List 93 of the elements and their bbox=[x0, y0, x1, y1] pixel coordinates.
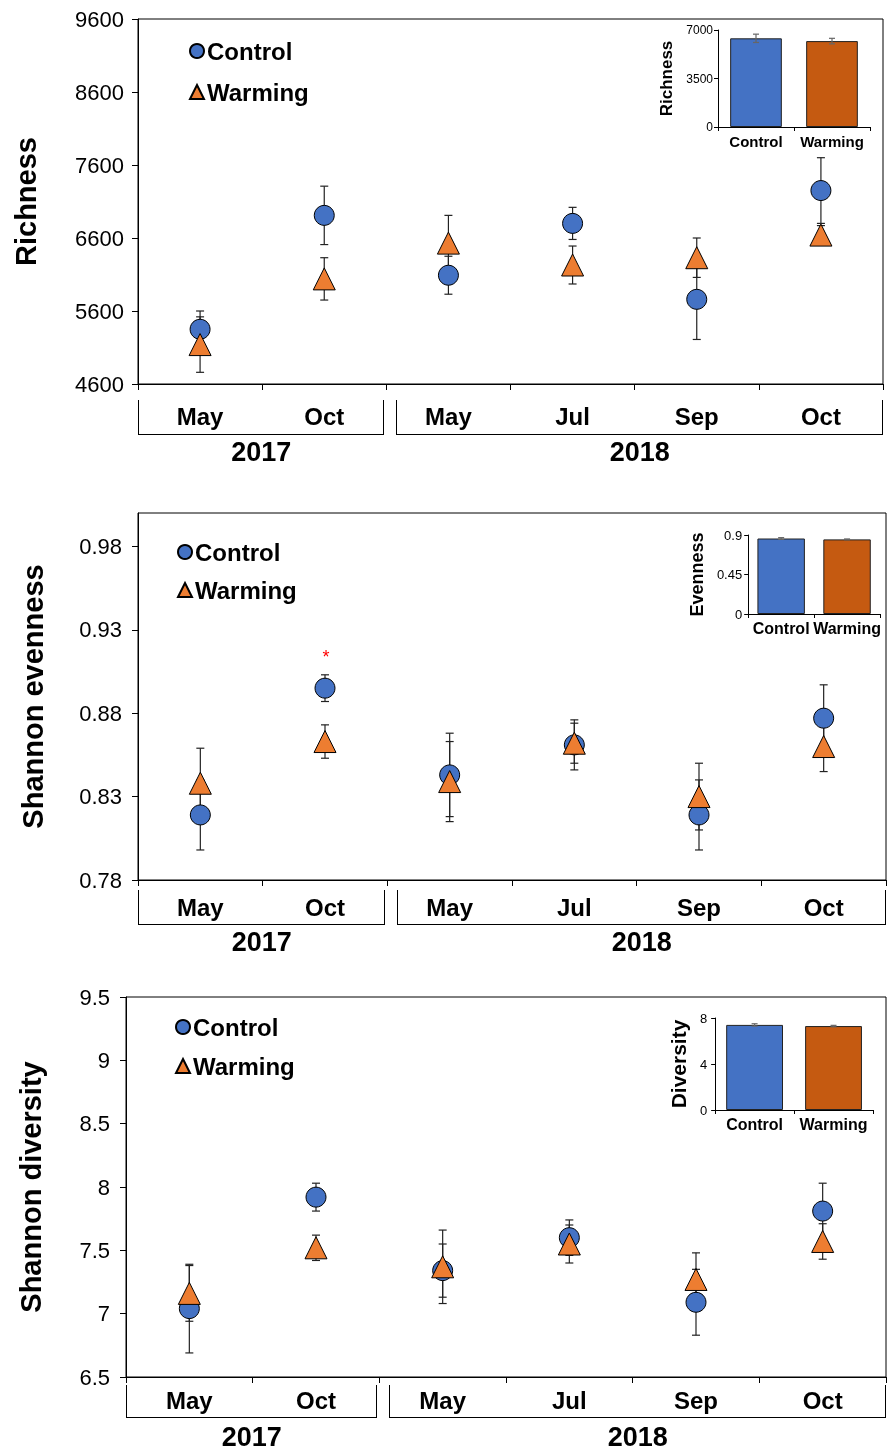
point bbox=[685, 1291, 707, 1313]
point bbox=[813, 707, 835, 729]
legend-label: Control bbox=[195, 538, 281, 566]
y-tick-label: 7600 bbox=[75, 152, 124, 178]
point bbox=[685, 246, 709, 270]
point bbox=[304, 1236, 328, 1260]
x-tick-label: May bbox=[425, 402, 473, 430]
text: 2018 bbox=[607, 1422, 668, 1452]
legend-label: Warming bbox=[207, 78, 309, 106]
y-axis-title: Diversity bbox=[667, 1019, 690, 1109]
y-tick-label: 3500 bbox=[686, 71, 714, 86]
point bbox=[684, 1267, 708, 1291]
point bbox=[313, 730, 337, 754]
point bbox=[431, 1255, 455, 1279]
legend-label: Warming bbox=[193, 1052, 295, 1080]
y-tick-label: 6.5 bbox=[79, 1364, 110, 1390]
y-tick-label: 8600 bbox=[75, 79, 124, 105]
text: 2017 bbox=[231, 927, 292, 957]
y-tick-label: 0.83 bbox=[79, 784, 122, 810]
x-tick-label: May bbox=[426, 893, 474, 921]
point bbox=[438, 770, 462, 794]
x-tick-label: Sep bbox=[676, 893, 722, 921]
x-tick-label: Jul bbox=[555, 402, 590, 430]
y-axis-title: Shannon diversity bbox=[14, 1061, 47, 1313]
point bbox=[557, 1232, 581, 1256]
point bbox=[188, 771, 212, 795]
x-tick-label: Oct bbox=[800, 402, 841, 430]
y-tick-label: 0.78 bbox=[79, 867, 122, 893]
y-tick-label: 7 bbox=[97, 1301, 110, 1327]
point bbox=[314, 677, 336, 699]
y-axis-title: Shannon evenness bbox=[16, 564, 49, 829]
x-tick-label: Oct bbox=[803, 893, 844, 921]
point bbox=[810, 180, 832, 202]
point bbox=[437, 264, 459, 286]
x-tick-label: Oct bbox=[304, 893, 346, 921]
text: 2017 bbox=[221, 1422, 282, 1452]
point bbox=[305, 1186, 327, 1208]
x-tick-label: Oct bbox=[304, 402, 345, 430]
point bbox=[436, 231, 460, 255]
point bbox=[812, 1200, 834, 1222]
point bbox=[313, 204, 335, 226]
y-tick-label: 0.9 bbox=[724, 527, 743, 543]
y-tick-label: 0 bbox=[699, 1102, 708, 1118]
x-tick-label: May bbox=[165, 1386, 214, 1414]
x-tick-label: May bbox=[176, 402, 225, 430]
y-tick-label: 6600 bbox=[75, 225, 124, 251]
text: 2018 bbox=[611, 927, 672, 957]
y-axis-title: Richness bbox=[657, 40, 676, 117]
y-tick-label: 0.45 bbox=[716, 567, 743, 582]
y-tick-label: 9 bbox=[97, 1047, 110, 1073]
point bbox=[811, 1229, 835, 1253]
y-tick-label: 0 bbox=[706, 120, 714, 134]
legend-label: Control bbox=[207, 37, 293, 65]
point bbox=[812, 735, 836, 759]
point bbox=[809, 223, 833, 247]
y-tick-label: 5600 bbox=[75, 298, 124, 324]
x-tick-label: Sep bbox=[673, 1386, 719, 1414]
x-tick-label: Oct bbox=[295, 1386, 337, 1414]
point bbox=[177, 1281, 201, 1305]
x-tick-label: Sep bbox=[674, 402, 719, 430]
point bbox=[686, 288, 708, 310]
point bbox=[562, 212, 584, 234]
y-tick-label: 0.88 bbox=[79, 700, 122, 726]
point bbox=[189, 804, 211, 826]
x-tick-label: Jul bbox=[551, 1386, 587, 1414]
y-tick-label: 0 bbox=[734, 606, 743, 622]
x-tick-label: May bbox=[176, 893, 225, 921]
y-tick-label: 7000 bbox=[686, 23, 714, 37]
point bbox=[188, 333, 212, 357]
y-tick-label: 8 bbox=[699, 1010, 708, 1026]
text: 2018 bbox=[609, 437, 670, 467]
y-tick-label: 0.93 bbox=[79, 617, 122, 643]
x-tick-label: May bbox=[419, 1386, 467, 1414]
y-tick-label: 8.5 bbox=[79, 1111, 110, 1137]
x-tick-label: Oct bbox=[802, 1386, 843, 1414]
x-tick-label: Jul bbox=[556, 893, 592, 921]
y-tick-label: 9.5 bbox=[79, 984, 110, 1010]
y-tick-label: 9600 bbox=[75, 6, 124, 32]
y-tick-label: 8 bbox=[97, 1174, 110, 1200]
text: 2017 bbox=[231, 437, 292, 467]
y-axis-title: Richness bbox=[9, 137, 42, 266]
point bbox=[189, 318, 211, 340]
point bbox=[312, 267, 336, 291]
legend-label: Control bbox=[193, 1013, 279, 1041]
y-tick-label: 7.5 bbox=[79, 1237, 110, 1263]
legend-label: Warming bbox=[195, 576, 297, 604]
point bbox=[687, 785, 711, 809]
y-tick-label: 4 bbox=[699, 1056, 708, 1072]
point bbox=[561, 253, 585, 277]
annotation: * bbox=[322, 647, 330, 667]
y-axis-title: Evenness bbox=[687, 532, 707, 617]
y-tick-label: 0.98 bbox=[79, 533, 122, 559]
y-tick-label: 4600 bbox=[75, 371, 124, 397]
